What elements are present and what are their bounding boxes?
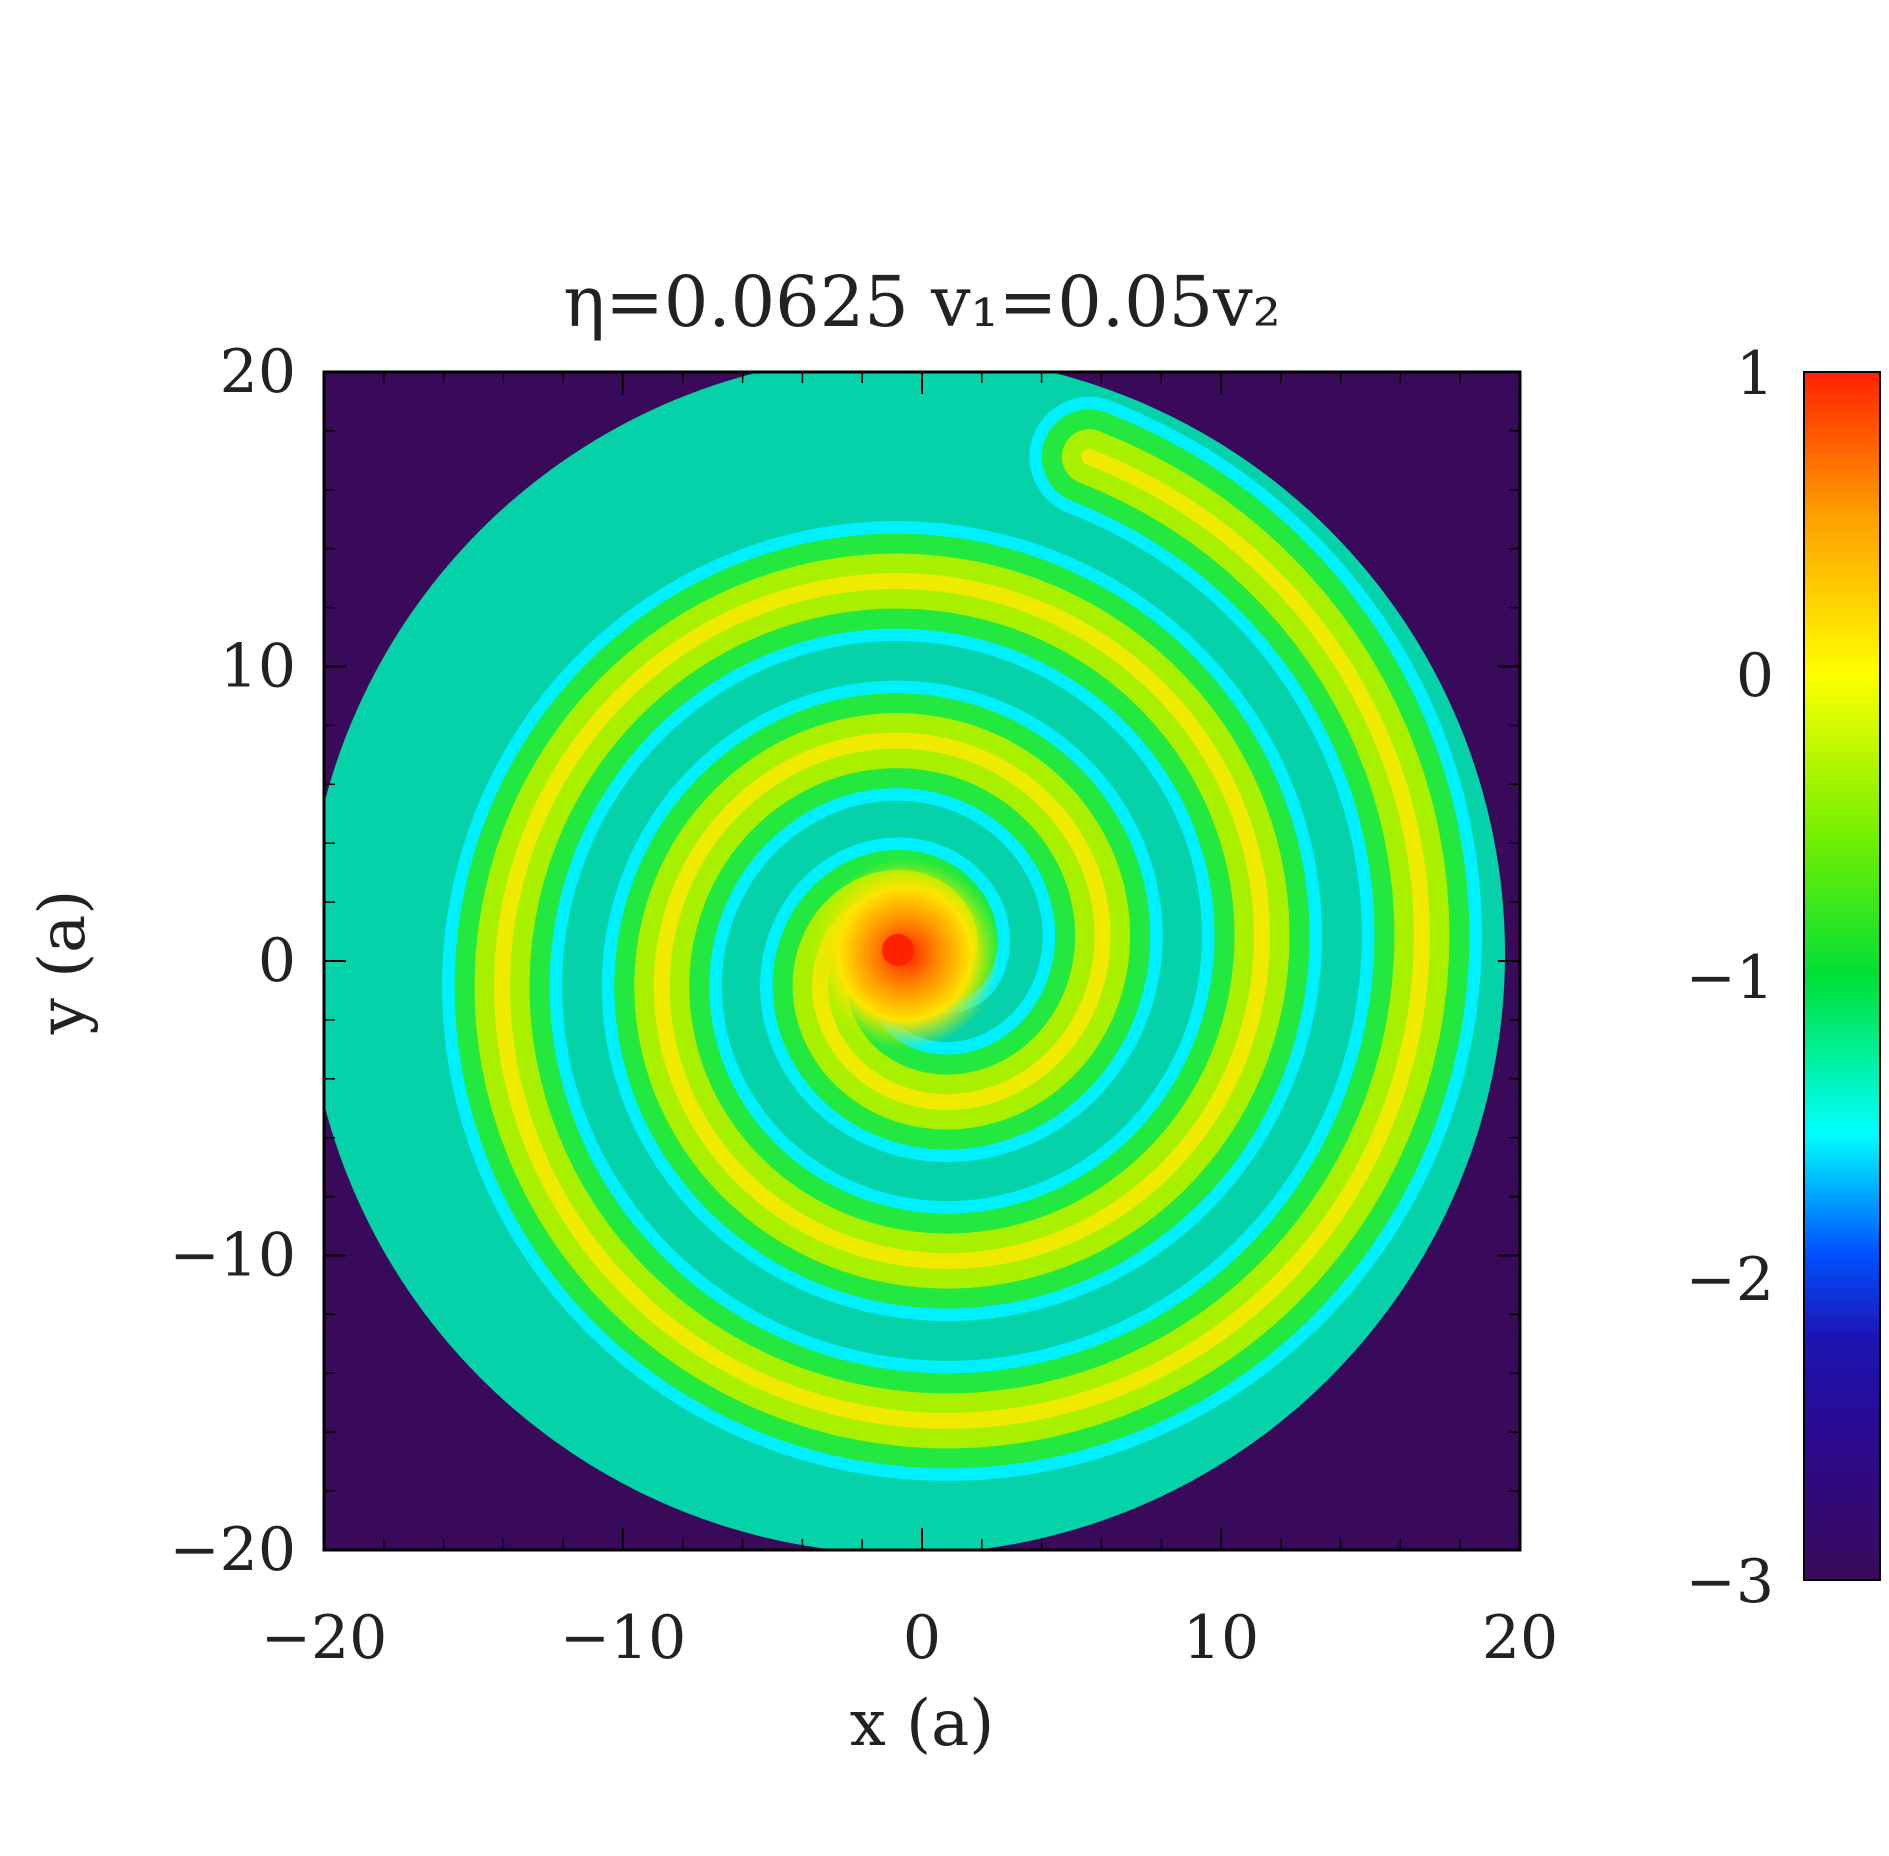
colorbar-tick-label: −1 <box>1686 943 1774 1013</box>
y-axis-label: y (a) <box>26 890 100 1036</box>
spiral-arm-ridge <box>494 448 1431 1429</box>
y-tick-label: 10 <box>220 632 296 702</box>
y-tick-label: −10 <box>169 1221 296 1291</box>
y-tick-label: 0 <box>258 926 296 996</box>
x-axis-label: x (a) <box>850 1687 995 1761</box>
chart-title: η=0.0625 v₁=0.05v₂ <box>563 261 1281 343</box>
colorbar-tick-label: −3 <box>1686 1547 1774 1617</box>
y-axis-ticks: −20 −10 0 10 20 <box>169 337 1520 1585</box>
colorbar-tick-label: 1 <box>1736 339 1774 409</box>
x-axis-ticks: −20 −10 0 10 20 <box>261 372 1558 1673</box>
spiral-peak <box>882 934 914 966</box>
x-tick-label: −10 <box>560 1603 687 1673</box>
y-tick-label: 20 <box>220 337 296 407</box>
heatmap-field <box>324 372 1520 1550</box>
x-tick-label: −20 <box>261 1603 388 1673</box>
colorbar-tick-label: 0 <box>1736 641 1774 711</box>
x-tick-label: 20 <box>1482 1603 1558 1673</box>
colorbar-ticks: 1 0 −1 −2 −3 <box>1686 339 1774 1617</box>
colorbar-tick-label: −2 <box>1686 1245 1774 1315</box>
x-tick-label: 10 <box>1183 1603 1259 1673</box>
x-tick-label: 0 <box>903 1603 941 1673</box>
colorbar <box>1803 371 1881 1581</box>
y-tick-label: −20 <box>169 1515 296 1585</box>
